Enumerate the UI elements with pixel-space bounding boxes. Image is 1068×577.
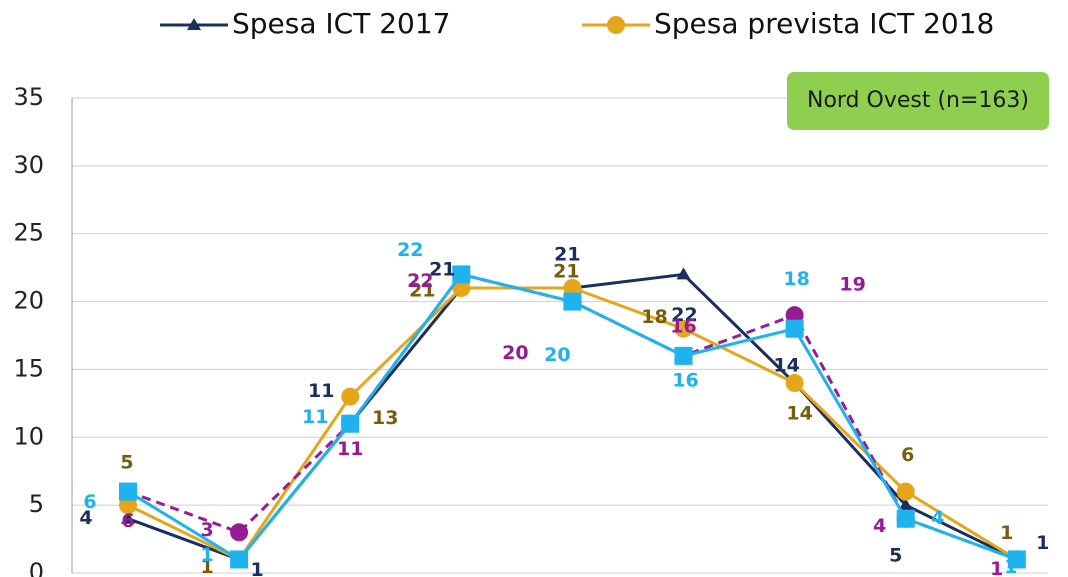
point (785, 319, 804, 338)
data-label: 11 (308, 380, 334, 402)
point (341, 387, 360, 406)
data-label: 20 (544, 344, 570, 366)
data-label: 21 (429, 259, 455, 281)
data-label: 1 (990, 558, 1003, 577)
data-label: 14 (773, 355, 799, 377)
point (676, 267, 691, 280)
data-label: 1 (1036, 532, 1049, 554)
data-label: 16 (670, 315, 696, 337)
data-label: 1 (1000, 522, 1013, 544)
y-tick-label: 25 (13, 219, 44, 247)
point (563, 292, 582, 311)
data-label: 4 (931, 507, 944, 529)
point (341, 414, 360, 433)
point (785, 306, 804, 325)
data-label: 20 (502, 342, 528, 364)
y-tick-label: 10 (13, 422, 44, 450)
data-label: 6 (901, 444, 914, 466)
data-label: 21 (409, 280, 435, 302)
data-label: 3 (200, 519, 213, 541)
data-label: 6 (83, 491, 96, 513)
data-label: 5 (120, 452, 133, 474)
series (121, 267, 1024, 565)
data-label: 13 (372, 407, 398, 429)
data-label: 18 (641, 306, 667, 328)
data-label: 11 (337, 438, 363, 460)
data-label: 22 (407, 270, 433, 292)
point (119, 482, 137, 501)
data-label: 4 (79, 507, 92, 529)
series (119, 265, 1026, 569)
data-label: 22 (397, 239, 423, 261)
point (452, 279, 471, 297)
point (1007, 550, 1026, 569)
point (896, 482, 915, 501)
legend-marker (607, 16, 625, 34)
series (119, 279, 1026, 569)
point (230, 523, 249, 542)
data-label: 5 (889, 545, 902, 567)
point (452, 265, 471, 284)
point (674, 319, 693, 338)
data-label: 22 (671, 304, 697, 326)
point (119, 496, 137, 515)
data-label: 1 (200, 556, 213, 577)
data-label: 19 (839, 274, 865, 296)
annotation-box (787, 72, 1049, 130)
y-tick-label: 0 (29, 558, 44, 577)
data-label: 1 (1004, 556, 1017, 577)
annotation: Nord Ovest (n=163) (807, 88, 1029, 113)
y-tick-label: 15 (13, 354, 44, 382)
data-label: 21 (553, 261, 579, 283)
data-label: 16 (672, 369, 698, 391)
legend: Spesa ICT 2017 Spesa prevista ICT 2018 (160, 7, 994, 40)
point (896, 509, 915, 528)
legend-label: Spesa prevista ICT 2018 (654, 7, 994, 40)
point (563, 279, 582, 297)
point (785, 374, 804, 392)
data-label: 1 (200, 544, 213, 566)
y-tick-label: 35 (13, 83, 44, 111)
data-label: 11 (302, 406, 328, 428)
point (674, 346, 693, 365)
y-tick-label: 20 (13, 287, 44, 315)
data-label: 1 (250, 559, 263, 577)
data-label: 18 (783, 268, 809, 290)
point (898, 498, 913, 511)
point (230, 550, 249, 569)
legend-marker (187, 18, 201, 30)
series (119, 265, 1026, 569)
y-tick-label: 5 (29, 490, 44, 518)
y-tick-label: 30 (13, 151, 44, 179)
data-label: 21 (554, 244, 580, 266)
data-label: 6 (121, 510, 134, 532)
data-label: 4 (873, 515, 886, 537)
data-label: 14 (786, 403, 812, 425)
point (121, 511, 135, 524)
legend-label: Spesa ICT 2017 (232, 7, 451, 40)
